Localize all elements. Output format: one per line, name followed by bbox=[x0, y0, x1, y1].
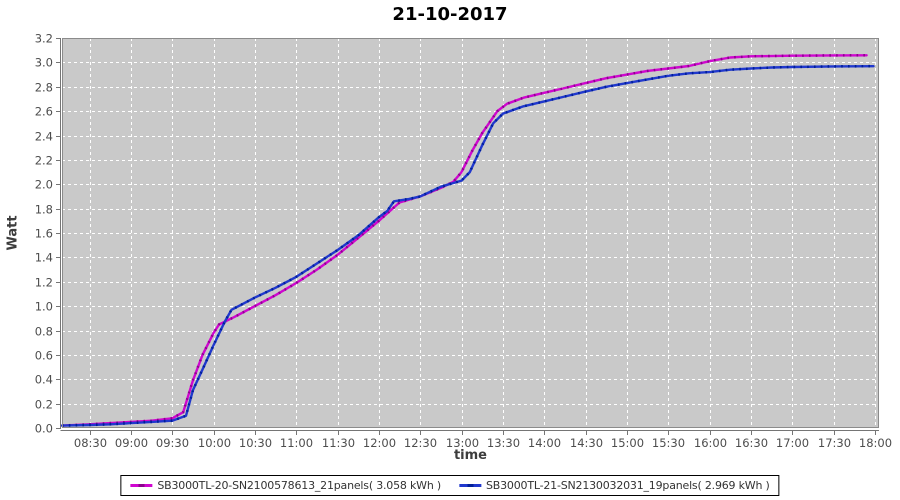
y-tick-label: 2.2 bbox=[35, 154, 53, 168]
y-tick-label: 1.8 bbox=[35, 203, 53, 217]
y-tick-label: 2.4 bbox=[35, 130, 53, 144]
y-tick-label: 3.0 bbox=[35, 56, 53, 70]
x-tick-label: 14:00 bbox=[528, 436, 561, 450]
legend-label-series-1: SB3000TL-21-SN2130032031_19panels( 2.969… bbox=[486, 479, 770, 492]
y-tick-label: 2.0 bbox=[35, 178, 53, 192]
y-tick-label: 0.4 bbox=[35, 373, 53, 387]
legend-swatch-series-1 bbox=[459, 484, 481, 487]
y-tick-label: 0.8 bbox=[35, 325, 53, 339]
x-tick-label: 08:30 bbox=[74, 436, 107, 450]
x-tick-label: 11:00 bbox=[280, 436, 313, 450]
y-tick-label: 2.6 bbox=[35, 105, 53, 119]
x-tick-label: 10:30 bbox=[239, 436, 272, 450]
x-tick-label: 13:30 bbox=[487, 436, 520, 450]
x-tick-label: 10:00 bbox=[198, 436, 231, 450]
y-tick-label: 0.2 bbox=[35, 398, 53, 412]
x-tick-label: 09:30 bbox=[156, 436, 189, 450]
y-tick-label: 0.6 bbox=[35, 349, 53, 363]
x-tick-label: 17:30 bbox=[818, 436, 851, 450]
x-tick-label: 09:00 bbox=[115, 436, 148, 450]
x-tick-label: 14:30 bbox=[570, 436, 603, 450]
x-tick-label: 12:30 bbox=[404, 436, 437, 450]
x-tick-label: 17:00 bbox=[776, 436, 809, 450]
series-line-1 bbox=[60, 64, 875, 427]
y-tick-label: 2.8 bbox=[35, 81, 53, 95]
x-tick-label: 16:00 bbox=[694, 436, 727, 450]
x-tick-label: 15:00 bbox=[611, 436, 644, 450]
y-tick-label: 0.0 bbox=[35, 422, 53, 436]
chart-canvas: 0.0 0.2 0.4 0.6 0.8 1.0 1.2 1.4 1.6 1.8 2.0 2.2 2.4 2… bbox=[35, 32, 892, 451]
legend-label-series-0: SB3000TL-20-SN2100578613_21panels( 3.058… bbox=[157, 479, 441, 492]
legend-swatch-series-0 bbox=[130, 484, 153, 487]
chart-title: 21-10-2017 bbox=[392, 4, 508, 25]
legend: SB3000TL-20-SN2100578613_21panels( 3.058… bbox=[120, 475, 780, 496]
legend-item-series-0: SB3000TL-20-SN2100578613_21panels( 3.058… bbox=[130, 479, 441, 492]
y-tick-label: 3.2 bbox=[35, 32, 53, 46]
x-tick-label: 15:30 bbox=[652, 436, 685, 450]
x-tick-label: 18:00 bbox=[859, 436, 892, 450]
y-tick-label: 1.0 bbox=[35, 300, 53, 314]
y-axis-title: Watt bbox=[5, 215, 21, 251]
series-markers-0 bbox=[61, 54, 867, 427]
plot-border bbox=[62, 38, 879, 428]
x-tick-label: 16:30 bbox=[735, 436, 768, 450]
x-tick-label: 11:30 bbox=[322, 436, 355, 450]
y-tick-label: 1.2 bbox=[35, 276, 53, 290]
y-tick-label: 1.6 bbox=[35, 227, 53, 241]
x-tick-label: 13:00 bbox=[446, 436, 479, 450]
y-tick-label: 1.4 bbox=[35, 251, 53, 265]
x-axis-title: time bbox=[453, 448, 488, 463]
legend-item-series-1: SB3000TL-21-SN2130032031_19panels( 2.969… bbox=[459, 479, 770, 492]
x-tick-label: 12:00 bbox=[363, 436, 396, 450]
